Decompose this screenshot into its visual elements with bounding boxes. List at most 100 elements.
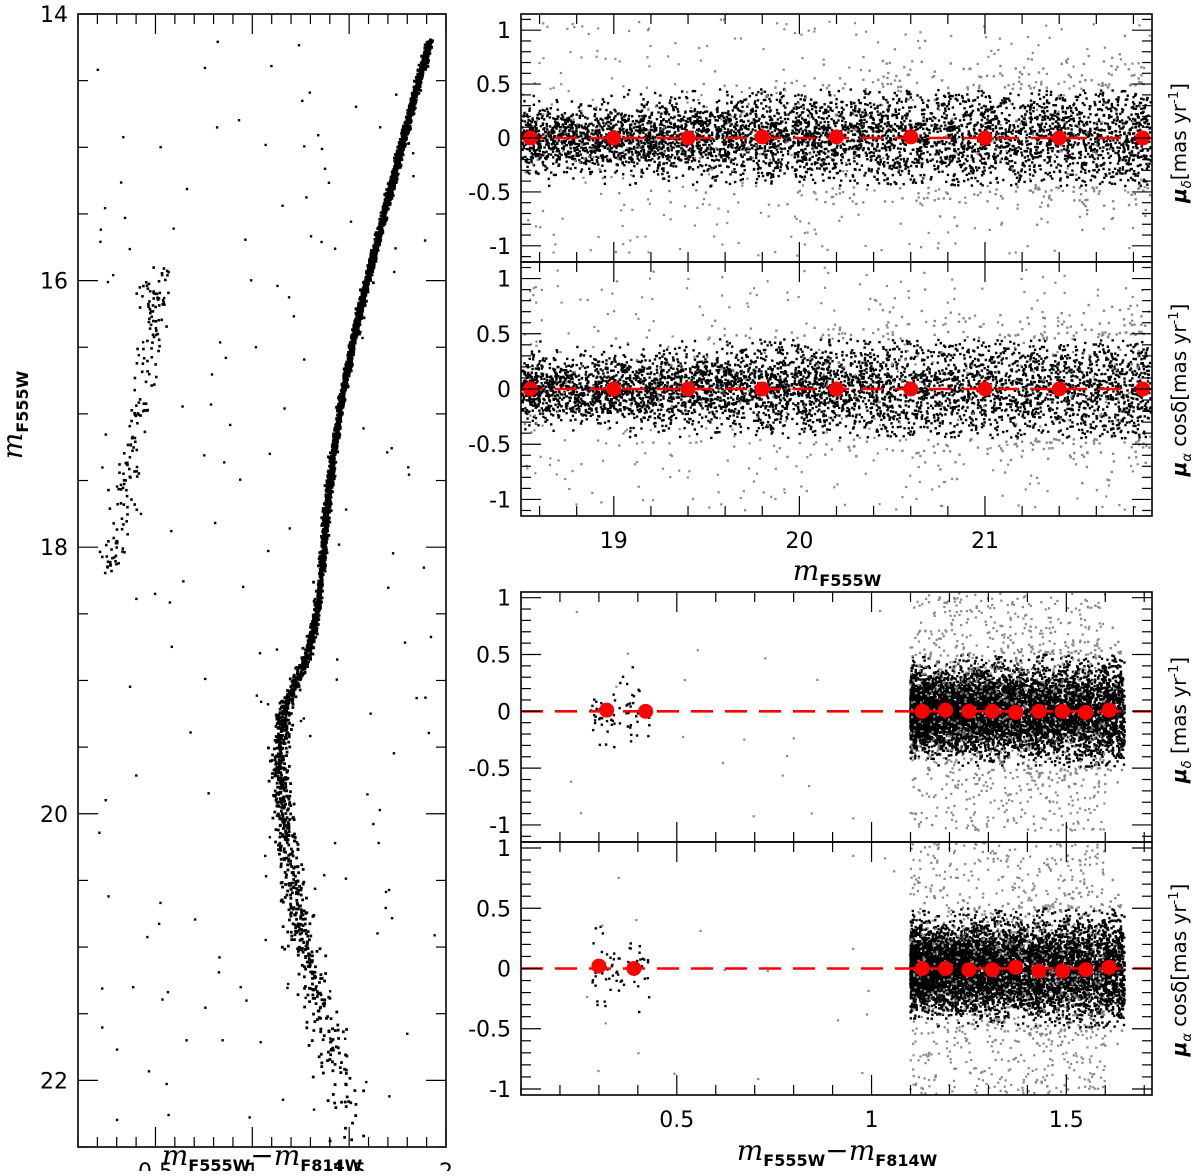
star-point <box>344 1101 347 1104</box>
star-point <box>296 669 299 672</box>
star-point <box>743 153 745 155</box>
star-point <box>238 119 240 121</box>
star-point <box>362 1089 365 1092</box>
star-point <box>150 384 153 387</box>
star-point <box>330 460 333 463</box>
star-point <box>185 1039 187 1041</box>
star-point <box>107 540 110 543</box>
star-point <box>167 292 170 295</box>
star-point <box>281 747 284 750</box>
star-point <box>336 678 338 680</box>
star-point <box>290 907 293 910</box>
star-point <box>406 1033 408 1035</box>
star-point <box>374 252 377 255</box>
star-point <box>380 225 383 228</box>
star-point <box>345 1105 348 1108</box>
star-point <box>287 827 290 830</box>
star-point <box>101 466 103 468</box>
star-point <box>309 658 312 661</box>
star-point <box>293 674 296 677</box>
star-point <box>340 389 343 392</box>
star-point <box>361 337 363 339</box>
star-point <box>297 865 300 868</box>
star-point <box>404 131 407 134</box>
star-point <box>109 561 112 564</box>
star-point <box>291 850 294 853</box>
star-point <box>107 281 109 283</box>
star-point <box>349 1101 352 1104</box>
star-point <box>277 801 280 804</box>
star-point <box>277 733 280 736</box>
star-point <box>306 940 309 943</box>
star-point <box>418 64 420 66</box>
star-point <box>320 993 323 996</box>
star-point <box>302 918 305 921</box>
star-point <box>123 483 126 486</box>
star-point <box>906 158 908 160</box>
star-point <box>166 274 169 277</box>
star-point <box>320 601 323 604</box>
star-point <box>280 798 283 801</box>
star-point <box>331 485 334 488</box>
star-point <box>147 287 150 290</box>
star-point <box>155 376 158 379</box>
star-point <box>366 285 369 288</box>
star-point <box>325 517 328 520</box>
star-point <box>294 688 297 691</box>
star-point <box>314 1020 317 1023</box>
star-point <box>138 354 140 356</box>
star-point <box>941 79 943 81</box>
star-point <box>301 100 303 102</box>
star-point <box>288 919 291 922</box>
star-point <box>915 182 917 184</box>
star-point <box>345 1028 348 1031</box>
star-point <box>121 528 124 531</box>
star-point <box>322 1072 325 1075</box>
star-point <box>823 121 825 123</box>
star-point <box>339 394 342 397</box>
star-point <box>877 114 879 116</box>
star-point <box>308 959 311 962</box>
star-point <box>1114 168 1116 170</box>
star-point <box>327 534 330 537</box>
star-point <box>143 409 146 412</box>
star-point <box>303 145 305 147</box>
star-point <box>127 444 130 447</box>
star-point <box>130 420 133 423</box>
star-point <box>167 1114 169 1116</box>
star-point <box>774 161 776 163</box>
star-point <box>1041 122 1043 124</box>
star-point <box>324 954 327 957</box>
star-point <box>1119 147 1121 149</box>
star-point <box>328 465 331 468</box>
star-point <box>331 471 334 474</box>
star-point <box>877 143 879 145</box>
star-point <box>275 735 278 738</box>
star-point <box>157 333 160 336</box>
star-point <box>996 117 998 119</box>
star-point <box>131 436 134 439</box>
cmd-y-axis-label: mF555W <box>0 370 32 459</box>
star-point <box>357 328 360 331</box>
star-point <box>281 946 284 949</box>
star-point <box>1030 180 1032 182</box>
star-point <box>317 605 320 608</box>
star-point <box>818 116 820 118</box>
star-point <box>408 109 411 112</box>
star-point <box>947 92 949 94</box>
star-point <box>288 798 291 801</box>
star-point <box>151 341 154 344</box>
star-point <box>334 248 336 250</box>
star-point <box>430 636 432 638</box>
star-point <box>218 956 220 958</box>
star-point <box>289 804 292 807</box>
star-point <box>344 398 347 401</box>
star-point <box>305 656 308 659</box>
star-point <box>402 137 405 140</box>
star-point <box>585 147 587 149</box>
star-point <box>267 703 269 705</box>
star-point <box>670 96 672 98</box>
star-point <box>204 1007 206 1009</box>
star-point <box>295 666 298 669</box>
star-point <box>394 177 397 180</box>
